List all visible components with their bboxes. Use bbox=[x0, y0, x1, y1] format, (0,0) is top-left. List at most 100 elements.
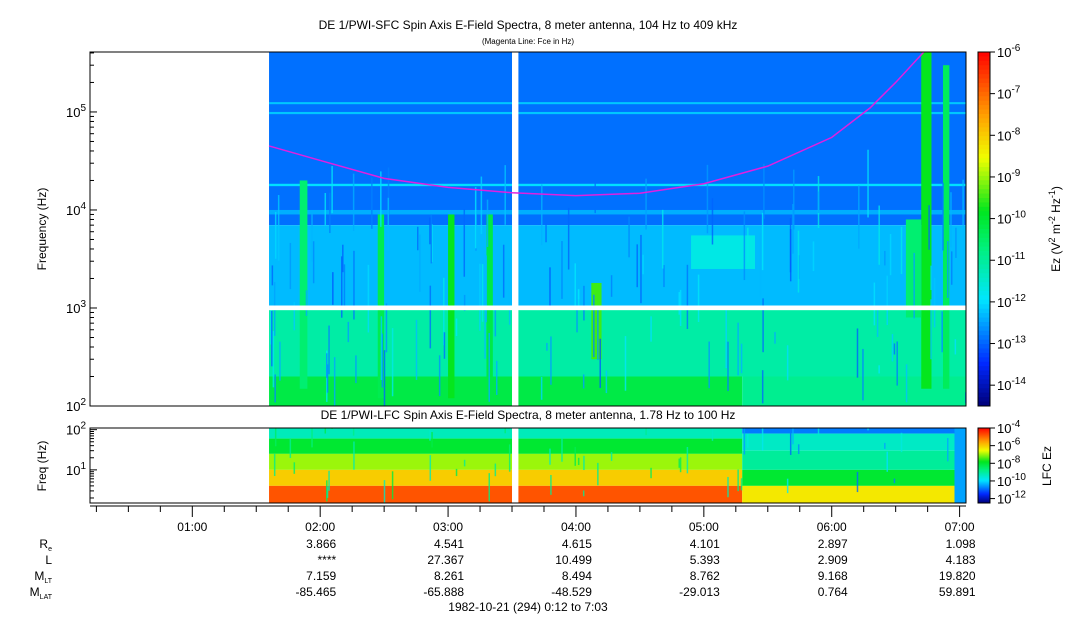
sfc-colorbar-cell bbox=[978, 286, 990, 292]
sfc-spectral-streak bbox=[686, 264, 689, 330]
sfc-colorbar-cell bbox=[978, 348, 990, 354]
lfc-colorbar-cell bbox=[978, 485, 990, 487]
lfc-spectral-streak bbox=[311, 428, 313, 448]
lfc-colorbar-cell bbox=[978, 462, 990, 465]
time-tick-label: 06:00 bbox=[817, 520, 847, 534]
lfc-spectral-streak bbox=[391, 471, 394, 500]
lfc-spectral-streak bbox=[574, 446, 576, 466]
lfc-colorbar-cell bbox=[978, 494, 990, 496]
label-part: m bbox=[1049, 224, 1063, 237]
lfc-colorbar-cell bbox=[978, 482, 990, 484]
sfc-ytick-label: 102 bbox=[66, 397, 86, 414]
sfc-colorbar-cell bbox=[978, 317, 990, 323]
sfc-colorbar-cell bbox=[978, 167, 990, 172]
sfc-spectral-streak bbox=[502, 244, 505, 298]
sfc-spectral-streak bbox=[324, 192, 327, 226]
lfc-spectral-region bbox=[742, 450, 966, 470]
sfc-spectral-streak bbox=[593, 294, 595, 358]
sfc-colorbar-cell bbox=[978, 308, 990, 314]
lfc-spectral-streak bbox=[711, 428, 714, 441]
sfc-spectral-streak bbox=[933, 277, 936, 328]
sfc-spectral-streak bbox=[747, 227, 749, 263]
lfc-spectral-streak bbox=[577, 457, 580, 466]
sfc-spectral-streak bbox=[326, 364, 329, 393]
lfc-spectral-streak bbox=[429, 429, 431, 441]
lfc-colorbar-cell bbox=[978, 489, 990, 492]
sfc-colorbar-cell bbox=[978, 184, 990, 190]
sfc-subtitle: (Magenta Line: Fce in Hz) bbox=[482, 37, 574, 46]
lfc-colorbar-cell bbox=[978, 431, 990, 434]
sfc-spectral-streak bbox=[325, 353, 328, 378]
sfc-spectral-region bbox=[591, 282, 602, 360]
lfc-colorbar-cell bbox=[978, 473, 990, 476]
sfc-spectral-streak bbox=[786, 345, 789, 381]
sfc-colorbar-cell bbox=[978, 202, 990, 208]
sfc-spectral-streak bbox=[962, 179, 964, 241]
lfc-colorbar-cell bbox=[978, 483, 990, 485]
sfc-colorbar-cell bbox=[978, 82, 990, 88]
sfc-colorbar-cell bbox=[978, 375, 990, 380]
sfc-spectral-streak bbox=[761, 212, 764, 271]
sfc-colorbar-cell bbox=[978, 299, 990, 305]
sfc-spectral-streak bbox=[508, 258, 511, 325]
ephemeris-value: 4.101 bbox=[690, 537, 720, 551]
sfc-spectral-streak bbox=[272, 331, 275, 388]
sfc-spectral-streak bbox=[886, 275, 889, 326]
exponent: -12 bbox=[1011, 293, 1026, 304]
sfc-spectral-streak bbox=[279, 341, 281, 381]
sfc-colorbar-cell bbox=[978, 118, 990, 124]
sfc-spectral-streak bbox=[583, 285, 585, 321]
lfc-colorbar-cell bbox=[978, 430, 990, 433]
lfc-colorbar-cell bbox=[978, 464, 990, 466]
lfc-spectral-streak bbox=[550, 474, 552, 495]
sfc-spectral-streak bbox=[429, 285, 432, 349]
sfc-spectral-streak bbox=[329, 192, 331, 234]
lfc-colorbar-cell bbox=[978, 447, 990, 450]
sfc-spectral-streak bbox=[381, 333, 384, 388]
sfc-spectral-streak bbox=[574, 263, 576, 310]
sfc-spectral-streak bbox=[355, 355, 357, 384]
sfc-colorbar-cell bbox=[978, 273, 990, 279]
sfc-spectral-streak bbox=[878, 205, 880, 265]
sfc-spectral-streak bbox=[567, 207, 570, 270]
sfc-colorbar-cell bbox=[978, 237, 990, 243]
lfc-spectral-streak bbox=[678, 458, 680, 468]
lfc-colorbar-cell bbox=[978, 476, 990, 479]
sfc-spectral-streak bbox=[661, 209, 664, 269]
sfc-spectral-streak bbox=[599, 338, 601, 388]
sfc-spectral-streak bbox=[488, 332, 491, 402]
sfc-colorbar-tick-label: 10-10 bbox=[997, 210, 1026, 227]
lfc-spectral-streak bbox=[727, 476, 729, 498]
sfc-spectral-streak bbox=[582, 374, 585, 389]
lfc-spectral-region bbox=[269, 469, 743, 486]
lfc-colorbar-cell bbox=[978, 450, 990, 452]
sfc-spectral-streak bbox=[463, 294, 466, 311]
sfc-spectral-streak bbox=[636, 244, 638, 288]
lfc-colorbar-cell bbox=[978, 456, 990, 458]
exponent: 4 bbox=[80, 201, 86, 212]
sfc-colorbar-cell bbox=[978, 211, 990, 217]
ephemeris-value: **** bbox=[318, 553, 337, 567]
sfc-colorbar-cell bbox=[978, 91, 990, 97]
sfc-colorbar-cell bbox=[978, 326, 990, 332]
sfc-spectral-streak bbox=[697, 274, 700, 322]
ephemeris-value: 9.168 bbox=[818, 569, 848, 583]
exponent: -10 bbox=[1011, 472, 1026, 483]
ephemeris-value: 4.183 bbox=[946, 553, 976, 567]
lfc-colorbar-cell bbox=[978, 488, 990, 490]
lfc-spectral-streak bbox=[582, 490, 585, 497]
sfc-spectral-streak bbox=[761, 370, 764, 404]
sfc-spectral-streak bbox=[274, 211, 277, 259]
sfc-colorbar-cell bbox=[978, 264, 990, 270]
sfc-spectral-streak bbox=[383, 350, 386, 406]
sfc-spectral-streak bbox=[271, 310, 273, 367]
lfc-spectral-streak bbox=[946, 438, 949, 462]
ephemeris-value: 2.909 bbox=[818, 553, 848, 567]
lfc-spectral-streak bbox=[761, 428, 764, 451]
sfc-spectral-streak bbox=[480, 176, 483, 235]
sfc-spectral-streak bbox=[541, 184, 543, 246]
sfc-colorbar-cell bbox=[978, 392, 990, 398]
sfc-colorbar-label: Ez (V2 m-2 Hz-1) bbox=[1047, 186, 1063, 272]
sfc-plot-frame bbox=[89, 51, 967, 407]
